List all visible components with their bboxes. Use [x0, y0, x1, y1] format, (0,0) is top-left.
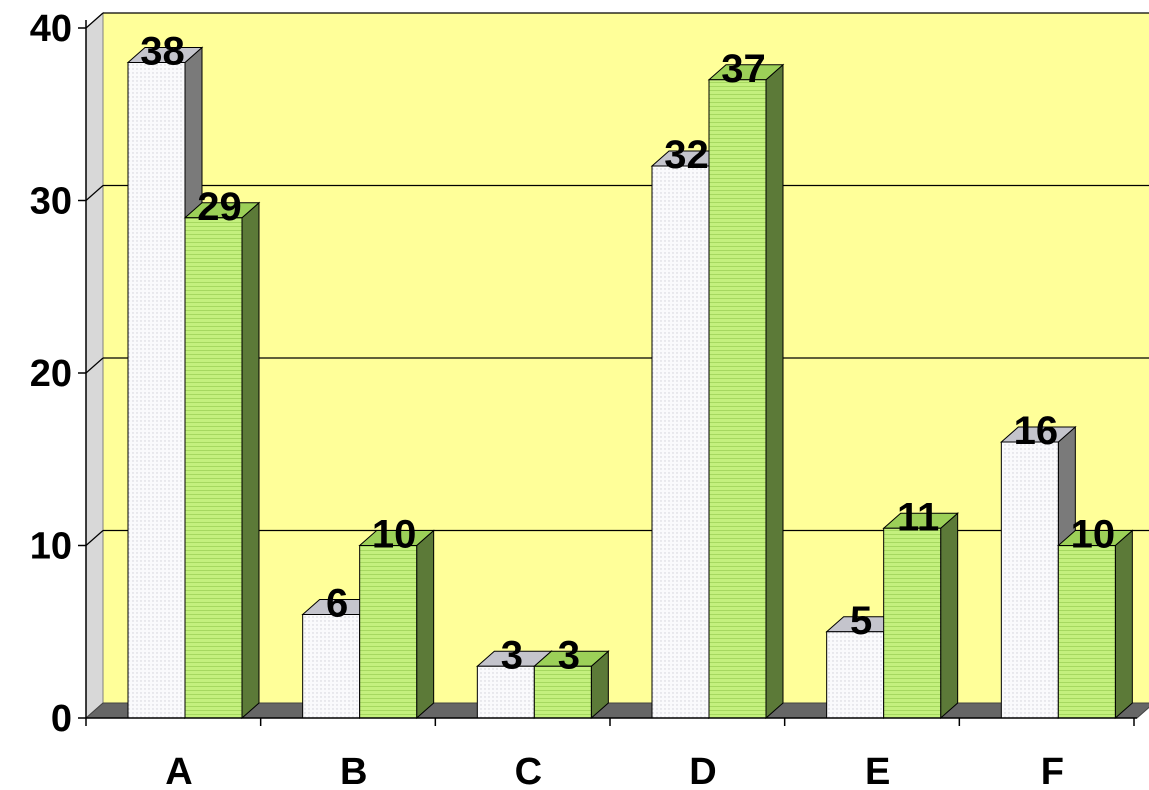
y-tick-label-10: 10	[30, 526, 72, 568]
category-label-D: D	[689, 751, 716, 790]
bar-C-series1	[476, 665, 535, 719]
data-labels-group: 38 29 6 10 3 3 32 37 5 11 16 10	[140, 30, 1115, 678]
data-label-E-s0: 5	[850, 599, 872, 643]
bar-E-series1	[826, 631, 885, 719]
data-label-F-s0: 16	[1014, 409, 1059, 453]
bar-F-series1	[1000, 441, 1059, 719]
data-label-A-s0: 38	[140, 30, 185, 74]
bar-D-series2	[708, 79, 767, 719]
data-label-B-s0: 6	[326, 582, 348, 626]
data-label-D-s1: 37	[721, 47, 766, 91]
bar-A-series2	[184, 217, 243, 719]
gridline-side-20	[85, 357, 104, 374]
gridlines-group	[85, 12, 1149, 546]
bar-side-A-s1	[241, 201, 260, 720]
data-label-A-s1: 29	[197, 185, 242, 229]
bar-E-series2	[883, 527, 942, 719]
category-label-C: C	[515, 751, 542, 790]
data-label-E-s1: 11	[897, 495, 939, 539]
y-tick-label-20: 20	[30, 353, 72, 395]
data-label-C-s0: 3	[501, 633, 523, 677]
bar-C-series2	[533, 665, 592, 719]
y-tick-label-40: 40	[30, 8, 72, 50]
gridline-side-10	[85, 530, 104, 546]
gridline-side-30	[85, 185, 104, 201]
data-label-F-s1: 10	[1071, 513, 1116, 557]
data-label-C-s1: 3	[558, 633, 580, 677]
bar-D-series1	[651, 165, 710, 719]
category-label-B: B	[340, 751, 367, 790]
bar-B-series2	[359, 545, 418, 719]
bar-side-B-s1	[416, 529, 435, 720]
axes-group: A B C D E F 0 10 20 30 40	[30, 8, 1137, 790]
category-label-E: E	[865, 751, 890, 790]
data-label-B-s1: 10	[372, 513, 417, 557]
category-label-F: F	[1041, 751, 1064, 790]
bar-A-series1	[127, 62, 186, 719]
y-tick-label-30: 30	[30, 181, 72, 223]
bar-B-series1	[302, 614, 361, 719]
bar-side-F-s1	[1114, 529, 1133, 720]
category-label-A: A	[165, 751, 192, 790]
bar-side-E-s1	[940, 512, 959, 720]
y-tick-label-0: 0	[51, 698, 72, 740]
gridline-side-40	[85, 12, 104, 29]
data-label-D-s0: 32	[664, 133, 709, 177]
bar-F-series2	[1057, 545, 1116, 719]
bar-side-D-s1	[765, 63, 784, 720]
